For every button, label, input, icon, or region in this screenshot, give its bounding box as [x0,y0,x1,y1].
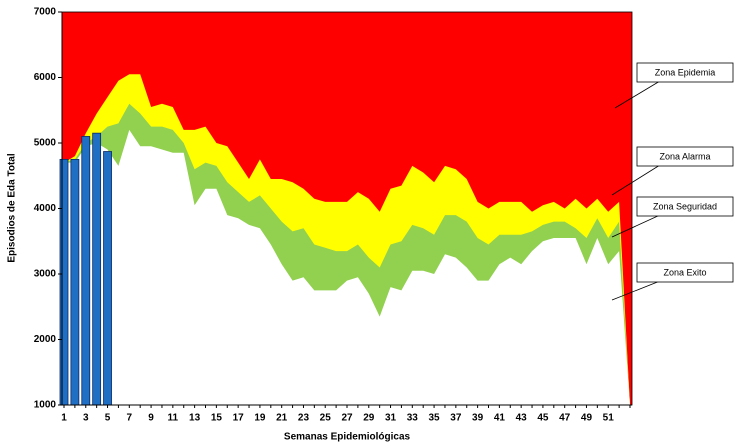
x-tick-label: 29 [363,413,375,424]
y-tick-label: 4000 [34,203,57,214]
y-tick-label: 7000 [34,7,57,18]
y-tick-label: 5000 [34,138,57,149]
y-tick-label: 3000 [34,269,57,280]
y-tick-label: 2000 [34,334,57,345]
x-tick-label: 21 [276,413,288,424]
bar [70,158,80,406]
x-tick-label: 25 [320,413,332,424]
x-tick-label: 43 [516,413,528,424]
x-tick-label: 9 [148,413,154,424]
callout-box [636,62,734,83]
callout-box [636,196,734,217]
x-tick-label: 11 [168,413,179,424]
bar [103,151,112,406]
x-tick-label: 17 [233,413,245,424]
x-tick-label: 3 [83,413,89,424]
callout-label: Zona Epidemia [655,67,716,77]
x-tick-label: 13 [189,413,201,424]
x-axis-title: Semanas Epidemiológicas [284,432,411,443]
x-tick-label: 31 [385,413,397,424]
callout-box [636,262,734,283]
callout-label: Zona Exito [663,267,706,277]
x-tick-label: 51 [603,413,615,424]
zone-area [64,129,630,405]
x-tick-label: 41 [494,413,506,424]
x-tick-label: 45 [537,413,549,424]
x-tick-label: 33 [407,413,419,424]
x-tick-label: 47 [559,413,571,424]
x-tick-label: 35 [429,413,441,424]
callout-line [611,164,661,196]
y-axis-title: Episodios de Eda Total [7,153,18,262]
bar [81,136,91,406]
callout-line [614,80,661,109]
callout-label: Zona Alarma [659,151,710,161]
y-tick-label: 6000 [34,72,57,83]
x-tick-label: 19 [254,413,266,424]
callout-line [611,214,661,238]
y-tick-label: 1000 [34,400,57,411]
x-tick-label: 1 [61,413,67,424]
x-tick-label: 37 [450,413,462,424]
x-tick-label: 39 [472,413,484,424]
x-tick-label: 15 [211,413,223,424]
x-tick-label: 49 [581,413,593,424]
x-tick-label: 27 [341,413,353,424]
bar [59,158,69,406]
x-tick-label: 7 [127,413,133,424]
x-tick-label: 23 [298,413,310,424]
callout-line [611,280,661,301]
bar [92,132,102,406]
callout-box [636,146,734,167]
callout-label: Zona Seguridad [653,201,717,211]
x-tick-label: 5 [105,413,111,424]
